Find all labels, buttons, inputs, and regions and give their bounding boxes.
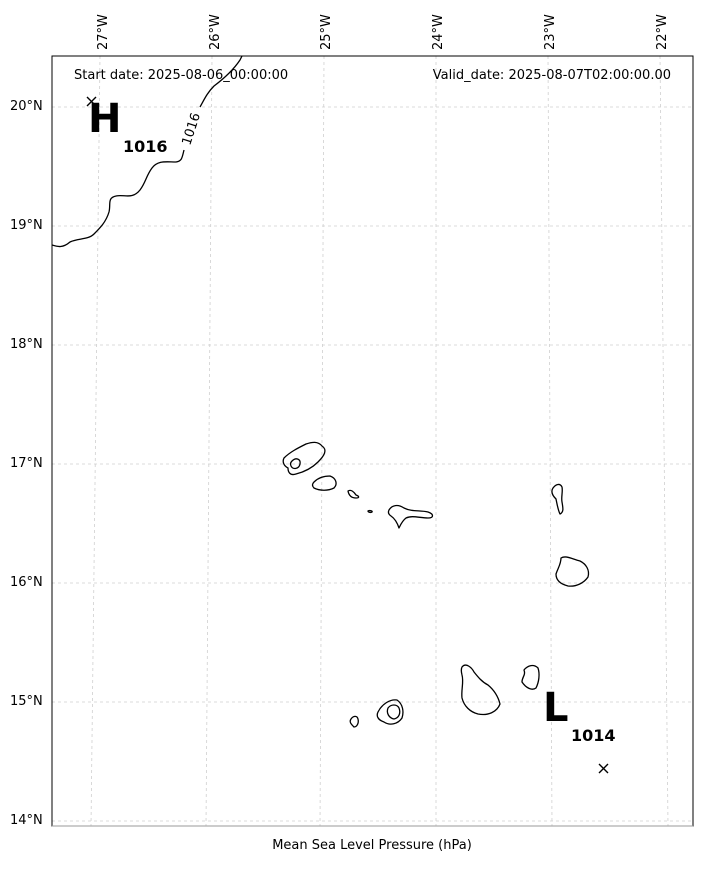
longitude-labels: 27°W 26°W 25°W 24°W 23°W 22°W [96, 14, 670, 50]
lon-label-23w: 23°W [543, 14, 558, 50]
island-sal [551, 483, 564, 515]
lon-label-25w: 25°W [319, 14, 334, 50]
lat-label-18n: 18°N [10, 337, 43, 352]
meridian-25w [319, 56, 325, 826]
isobar-1016 [52, 56, 243, 248]
island-sao-nicolau [387, 504, 434, 529]
start-date-text: Start date: 2025-08-06_00:00:00 [74, 68, 288, 83]
map-frame [51, 55, 694, 827]
map-caption: Mean Sea Level Pressure (hPa) [272, 838, 472, 853]
island-santa-luzia [347, 489, 360, 499]
high-value: 1016 [123, 137, 168, 156]
lat-label-17n: 17°N [10, 456, 43, 471]
island-brava [349, 715, 359, 728]
valid-date-text: Valid_date: 2025-08-07T02:00:00.00 [433, 68, 671, 83]
high-center-marker [86, 96, 97, 107]
low-symbol: L [543, 685, 569, 731]
graticule [52, 56, 693, 826]
low-pressure-center: L 1014 [543, 685, 616, 774]
lat-label-16n: 16°N [10, 575, 43, 590]
island-fogo-volcano [386, 704, 401, 720]
map-area: 1016 [52, 56, 693, 826]
island-santo-antao [282, 441, 326, 476]
meridian-27w [90, 56, 101, 826]
high-symbol: H [88, 96, 121, 142]
cape-verde-islands [282, 441, 590, 728]
island-sao-vicente [311, 475, 337, 491]
island-santiago [460, 664, 501, 716]
island-boa-vista [555, 556, 590, 587]
island-fogo [376, 699, 404, 725]
meridian-23w [547, 56, 553, 826]
lon-label-22w: 22°W [655, 14, 670, 50]
island-maio [521, 664, 540, 690]
meridian-26w [205, 56, 213, 826]
isobar-label-1016: 1016 [180, 111, 204, 147]
low-value: 1014 [571, 726, 616, 745]
lon-label-24w: 24°W [431, 14, 446, 50]
lat-label-19n: 19°N [10, 218, 43, 233]
island-santo-antao-peak [289, 458, 301, 470]
high-pressure-center: H 1016 [86, 96, 168, 156]
lat-label-20n: 20°N [10, 99, 43, 114]
island-raso [367, 509, 373, 514]
lat-label-14n: 14°N [10, 813, 43, 828]
low-center-marker [598, 763, 609, 774]
lat-label-15n: 15°N [10, 694, 43, 709]
meridian-22w [659, 56, 669, 826]
lon-label-27w: 27°W [96, 14, 111, 50]
latitude-labels: 20°N 19°N 18°N 17°N 16°N 15°N 14°N [10, 99, 43, 828]
lon-label-26w: 26°W [208, 14, 223, 50]
